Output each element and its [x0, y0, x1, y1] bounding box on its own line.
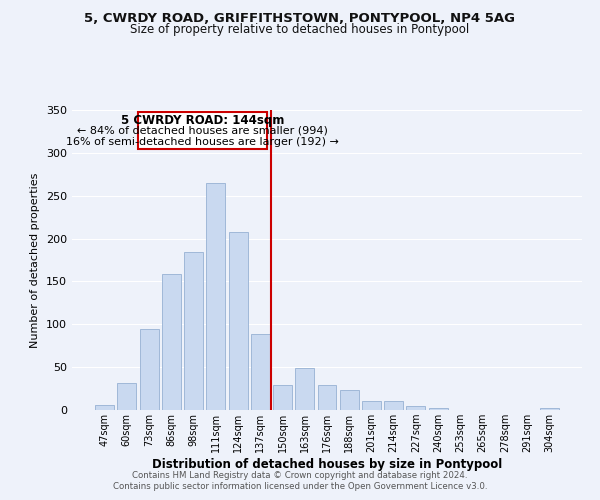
Bar [384, 402, 403, 410]
X-axis label: Distribution of detached houses by size in Pontypool: Distribution of detached houses by size … [152, 458, 502, 471]
Bar [206, 183, 225, 410]
Bar [317, 385, 337, 410]
Bar [162, 274, 181, 410]
Bar [184, 252, 203, 410]
Bar [340, 390, 359, 410]
Text: Contains public sector information licensed under the Open Government Licence v3: Contains public sector information licen… [113, 482, 487, 491]
Text: 5 CWRDY ROAD: 144sqm: 5 CWRDY ROAD: 144sqm [121, 114, 284, 128]
Bar [95, 405, 114, 410]
Bar [362, 402, 381, 410]
Text: Size of property relative to detached houses in Pontypool: Size of property relative to detached ho… [130, 22, 470, 36]
Y-axis label: Number of detached properties: Number of detached properties [31, 172, 40, 348]
Bar [540, 408, 559, 410]
Text: 5, CWRDY ROAD, GRIFFITHSTOWN, PONTYPOOL, NP4 5AG: 5, CWRDY ROAD, GRIFFITHSTOWN, PONTYPOOL,… [85, 12, 515, 26]
Bar [118, 382, 136, 410]
Bar [140, 328, 158, 410]
Text: Contains HM Land Registry data © Crown copyright and database right 2024.: Contains HM Land Registry data © Crown c… [132, 471, 468, 480]
Bar [295, 368, 314, 410]
Bar [229, 232, 248, 410]
Text: 16% of semi-detached houses are larger (192) →: 16% of semi-detached houses are larger (… [66, 136, 339, 146]
Bar [429, 408, 448, 410]
Bar [273, 385, 292, 410]
Bar [251, 334, 270, 410]
FancyBboxPatch shape [138, 112, 267, 148]
Text: ← 84% of detached houses are smaller (994): ← 84% of detached houses are smaller (99… [77, 126, 328, 136]
Bar [406, 406, 425, 410]
